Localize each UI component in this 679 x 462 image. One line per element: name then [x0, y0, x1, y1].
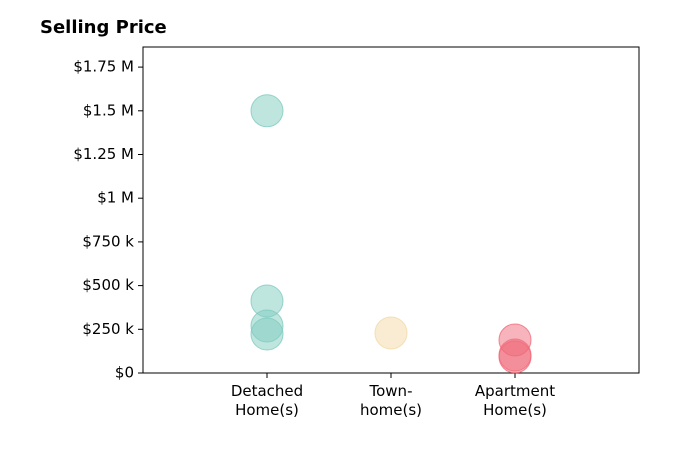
point [498, 340, 532, 374]
point [250, 317, 284, 351]
y-tick-label: $1.75 M [73, 58, 134, 76]
x-tick-label: Detached Home(s) [230, 382, 304, 419]
point [250, 94, 284, 128]
y-tick-label: $750 k [82, 232, 134, 250]
y-tick-label: $500 k [82, 276, 134, 294]
y-tick-label: $1.5 M [83, 101, 134, 119]
point [374, 316, 408, 350]
y-tick-label: $1 M [97, 189, 134, 207]
chart-title: Selling Price [40, 17, 167, 38]
y-tick-label: $1.25 M [73, 145, 134, 163]
y-tick-label: $0 [115, 364, 134, 382]
x-tick-label: Apartment Home(s) [474, 382, 556, 419]
x-tick-label: Town- home(s) [359, 382, 423, 419]
y-tick-label: $250 k [82, 320, 134, 338]
